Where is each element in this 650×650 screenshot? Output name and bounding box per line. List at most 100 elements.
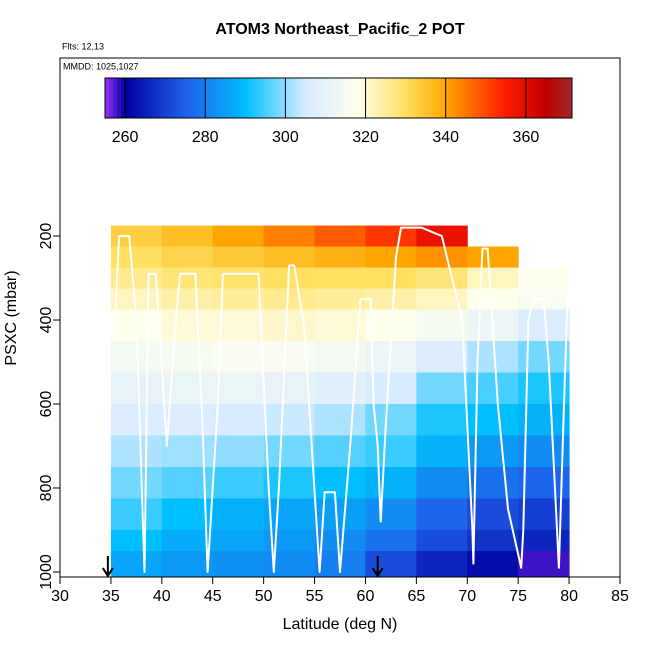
heat-cell [314,267,366,290]
colorbar-swatch [280,78,286,118]
y-axis-label: PSXC (mbar) [3,270,20,365]
heat-cell [365,498,417,531]
heat-cell [161,309,214,342]
colorbar-swatch [184,78,190,118]
colorbar-swatch [252,78,258,118]
y-tick-label: 200 [38,223,55,250]
heat-cell [161,435,214,468]
colorbar-swatch [372,78,377,118]
heat-cell [518,529,570,552]
colorbar-swatch [152,78,158,118]
heat-cell [212,341,265,374]
colorbar-swatch [344,78,349,118]
colorbar-swatch [400,78,405,118]
heat-cell [518,341,570,374]
heat-cell [161,550,214,577]
colorbar-swatch [396,78,401,118]
x-tick-label: 80 [560,588,578,605]
colorbar-swatch [224,78,230,118]
colorbar-swatch [244,78,250,118]
heat-cell [212,529,265,552]
y-tick-label: 800 [38,475,55,502]
colorbar-swatch [432,78,437,118]
colorbar-swatch [120,78,126,118]
heat-cell [314,246,366,269]
colorbar-swatch [232,78,238,118]
heat-cell [263,288,316,311]
colorbar-swatch [212,78,218,118]
heat-cell [212,246,265,269]
heat-cell [212,466,265,499]
heat-cell [416,372,468,405]
heat-cell [110,498,163,531]
colorbar-swatch [332,78,338,118]
heat-cell [110,246,163,269]
colorbar-swatch [348,78,353,118]
colorbar-swatch [376,78,381,118]
colorbar-swatch [552,78,557,118]
colorbar-swatch [208,78,214,118]
heat-cell [161,267,214,290]
heat-cell [416,288,468,311]
colorbar-swatch [352,78,357,118]
colorbar-swatch [540,78,545,118]
colorbar-swatch [544,78,549,118]
colorbar-swatch [368,78,373,118]
annotation: MMDD: 1025,1027 [63,61,139,71]
heat-cell [467,267,519,290]
heat-cell [263,246,316,269]
heat-cell [314,404,366,436]
heat-cell [416,341,468,374]
colorbar-swatch [564,78,569,118]
colorbar-swatch [248,78,254,118]
colorbar-swatch [356,78,361,118]
heat-cell [212,225,265,248]
heat-cell [365,435,417,468]
colorbar-swatch [216,78,222,118]
x-tick-label: 35 [102,588,120,605]
colorbar-swatch [292,78,298,118]
colorbar-swatch [296,78,302,118]
colorbar-swatch [144,78,150,118]
colorbar-swatch [412,78,417,118]
heat-cell [416,267,468,290]
y-tick-label: 600 [38,391,55,418]
colorbar-swatch [268,78,274,118]
colorbar-swatch [300,78,306,118]
x-tick-label: 65 [407,588,425,605]
x-tick-label: 85 [611,588,629,605]
colorbar-swatch [192,78,198,118]
heat-cell [212,435,265,468]
colorbar-swatch [168,78,174,118]
heat-cell [110,288,163,311]
colorbar-swatch [236,78,242,118]
x-tick-label: 30 [51,588,69,605]
colorbar-swatch [124,78,130,118]
colorbar-swatch [340,78,345,118]
colorbar-swatch [112,78,118,118]
colorbar-swatch [204,78,210,118]
heat-cell [365,529,417,552]
colorbar-tick-label: 300 [272,129,299,146]
heat-cell [416,309,468,342]
colorbar-swatch [220,78,226,118]
colorbar-swatch [536,78,541,118]
heat-cell [467,288,519,311]
colorbar-swatch [484,78,489,118]
colorbar-swatch [460,78,465,118]
x-tick-label: 40 [153,588,171,605]
heat-cell [467,341,519,374]
colorbar-swatch [472,78,477,118]
heat-cell [416,435,468,468]
heat-cell [314,225,366,248]
heat-cell [161,341,214,374]
colorbar-swatch [456,78,461,118]
colorbar-tick-label: 340 [432,129,459,146]
x-tick-label: 55 [306,588,324,605]
heat-cell [467,550,519,577]
heat-cell [110,404,163,436]
heat-cell [212,498,265,531]
colorbar-swatch [468,78,473,118]
colorbar-swatch [132,78,138,118]
colorbar-swatch [312,78,318,118]
